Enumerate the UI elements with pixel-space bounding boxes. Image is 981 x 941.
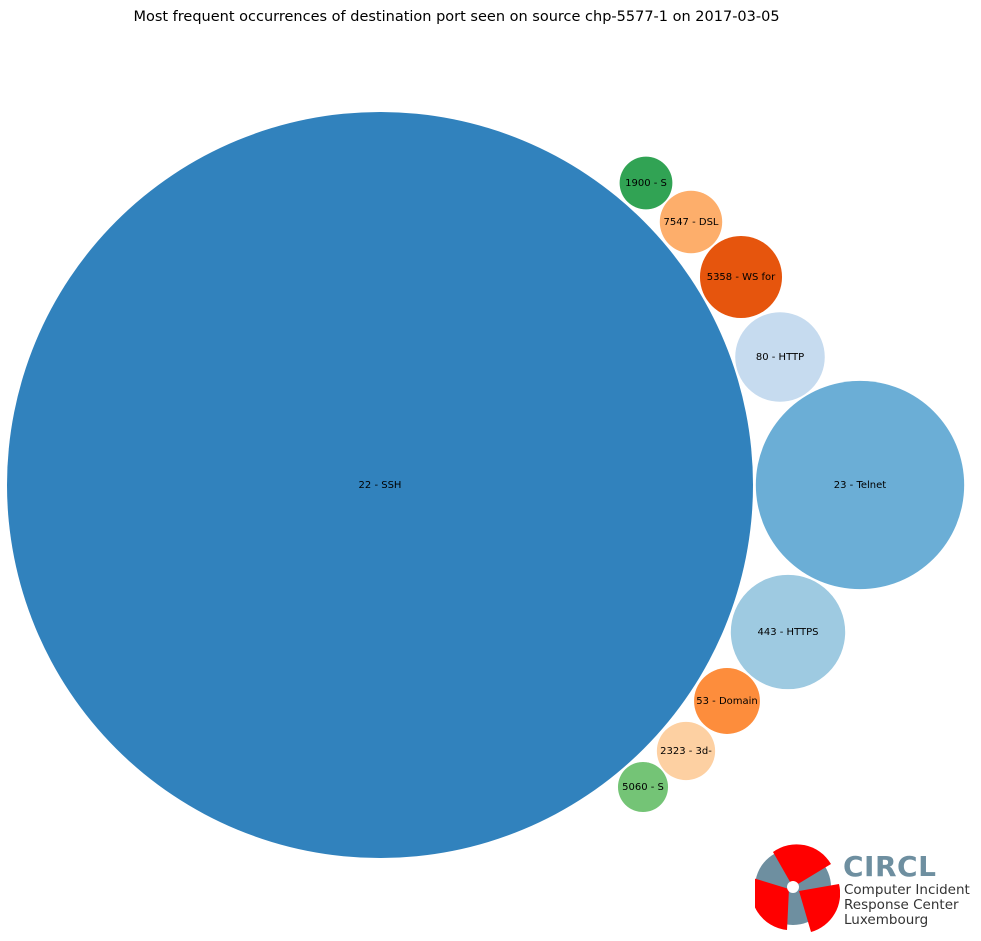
bubble-6: 7547 - DSL xyxy=(659,190,723,254)
bubble-3: 80 - HTTP xyxy=(735,312,825,402)
logo-line-3: Luxembourg xyxy=(844,912,929,928)
bubble-label: 5358 - WS for xyxy=(707,272,776,283)
bubble-circle xyxy=(659,190,723,254)
bubble-label: 7547 - DSL xyxy=(663,217,718,228)
bubble-8: 1900 - S xyxy=(619,156,673,210)
bubble-circle xyxy=(619,156,673,210)
circl-logo: CIRCL Computer Incident Response Center … xyxy=(755,840,975,935)
bubble-circle xyxy=(755,380,965,590)
bubble-label: 22 - SSH xyxy=(359,480,402,491)
logo-line-2: Response Center xyxy=(844,897,959,913)
bubble-circle xyxy=(7,112,753,858)
bubble-label: 1900 - S xyxy=(625,178,667,189)
bubble-7: 2323 - 3d- xyxy=(656,721,716,781)
bubble-label: 23 - Telnet xyxy=(834,480,887,491)
chart-title: Most frequent occurrences of destination… xyxy=(133,9,780,25)
bubble-label: 2323 - 3d- xyxy=(660,746,712,757)
bubble-label: 53 - Domain xyxy=(696,696,758,707)
bubble-circle xyxy=(694,668,760,734)
bubble-circle xyxy=(699,235,783,319)
bubble-9: 5060 - S xyxy=(617,761,669,813)
bubble-circle xyxy=(735,312,825,402)
logo-name: CIRCL xyxy=(843,850,937,883)
bubble-label: 80 - HTTP xyxy=(756,352,804,363)
bubble-5: 53 - Domain xyxy=(694,668,760,734)
bubble-circle xyxy=(656,721,716,781)
bubble-0: 22 - SSH xyxy=(7,112,753,858)
circl-emblem-icon xyxy=(755,844,840,932)
bubble-1: 23 - Telnet xyxy=(755,380,965,590)
bubble-circle xyxy=(730,574,846,690)
bubble-label: 443 - HTTPS xyxy=(758,627,819,638)
bubble-label: 5060 - S xyxy=(622,782,664,793)
bubble-2: 443 - HTTPS xyxy=(730,574,846,690)
logo-line-1: Computer Incident xyxy=(844,882,970,898)
bubble-4: 5358 - WS for xyxy=(699,235,783,319)
bubble-circle xyxy=(617,761,669,813)
